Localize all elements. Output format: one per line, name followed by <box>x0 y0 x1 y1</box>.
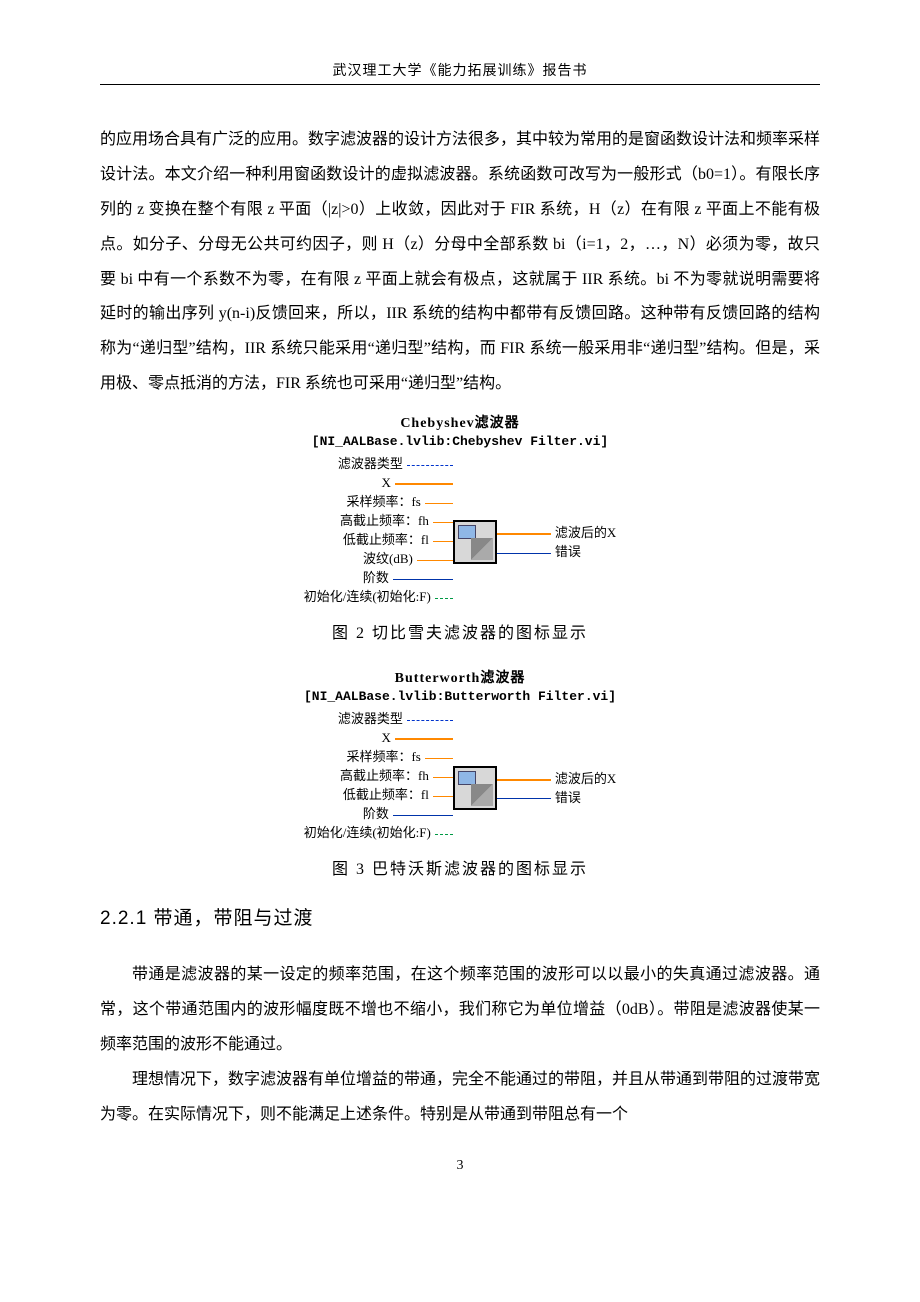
fig3-in-6: 初始化/连续(初始化:F) <box>304 825 431 840</box>
section-2-2-1-heading: 2.2.1 带通，带阻与过渡 <box>100 903 820 930</box>
fig3-in-2: 采样频率：fs <box>346 749 420 764</box>
fig3-inputs: 滤波器类型 X 采样频率：fs 高截止频率：fh 低截止频率：fl 阶数 初始化… <box>304 710 453 841</box>
fig3-in-4: 低截止频率：fl <box>343 787 429 802</box>
fig2-inputs: 滤波器类型 X 采样频率：fs 高截止频率：fh 低截止频率：fl 波纹(dB)… <box>304 455 453 605</box>
fig2-in-6: 阶数 <box>363 570 389 585</box>
fig2-diagram: 滤波器类型 X 采样频率：fs 高截止频率：fh 低截止频率：fl 波纹(dB)… <box>100 455 820 605</box>
document-page: 武汉理工大学《能力拓展训练》报告书 的应用场合具有广泛的应用。数字滤波器的设计方… <box>0 0 920 1214</box>
paragraph-1: 的应用场合具有广泛的应用。数字滤波器的设计方法很多，其中较为常用的是窗函数设计法… <box>100 123 820 402</box>
fig2-title: Chebyshev滤波器 <box>100 412 820 432</box>
fig3-out-0: 滤波后的X <box>555 771 616 786</box>
fig3-outputs: 滤波后的X 错误 <box>497 770 616 806</box>
fig3-subtitle: [NI_AALBase.lvlib:Butterworth Filter.vi] <box>100 689 820 704</box>
fig3-in-3: 高截止频率：fh <box>340 768 429 783</box>
fig2-in-3: 高截止频率：fh <box>340 513 429 528</box>
page-header: 武汉理工大学《能力拓展训练》报告书 <box>100 60 820 85</box>
chebyshev-vi-icon <box>453 520 497 564</box>
fig2-in-5: 波纹(dB) <box>363 551 413 566</box>
fig3-title: Butterworth滤波器 <box>100 667 820 687</box>
paragraph-2: 带通是滤波器的某一设定的频率范围，在这个频率范围的波形可以以最小的失真通过滤波器… <box>100 958 820 1063</box>
figure-3: Butterworth滤波器 [NI_AALBase.lvlib:Butterw… <box>100 667 820 841</box>
fig3-in-5: 阶数 <box>363 806 389 821</box>
paragraph-3: 理想情况下，数字滤波器有单位增益的带通，完全不能通过的带阻，并且从带通到带阻的过… <box>100 1063 820 1133</box>
fig2-outputs: 滤波后的X 错误 <box>497 524 616 560</box>
fig2-in-4: 低截止频率：fl <box>343 532 429 547</box>
fig3-in-0: 滤波器类型 <box>338 711 403 726</box>
fig2-caption: 图 2 切比雪夫滤波器的图标显示 <box>100 619 820 643</box>
fig2-in-2: 采样频率：fs <box>346 494 420 509</box>
fig2-subtitle: [NI_AALBase.lvlib:Chebyshev Filter.vi] <box>100 434 820 449</box>
fig2-out-0: 滤波后的X <box>555 525 616 540</box>
fig3-out-1: 错误 <box>555 790 581 805</box>
butterworth-vi-icon <box>453 766 497 810</box>
figure-2: Chebyshev滤波器 [NI_AALBase.lvlib:Chebyshev… <box>100 412 820 605</box>
fig3-diagram: 滤波器类型 X 采样频率：fs 高截止频率：fh 低截止频率：fl 阶数 初始化… <box>100 710 820 841</box>
fig2-out-1: 错误 <box>555 544 581 559</box>
page-number: 3 <box>100 1158 820 1174</box>
fig2-in-1: X <box>381 475 390 490</box>
fig2-in-0: 滤波器类型 <box>338 456 403 471</box>
fig2-in-7: 初始化/连续(初始化:F) <box>304 589 431 604</box>
fig3-in-1: X <box>381 730 390 745</box>
fig3-caption: 图 3 巴特沃斯滤波器的图标显示 <box>100 855 820 879</box>
